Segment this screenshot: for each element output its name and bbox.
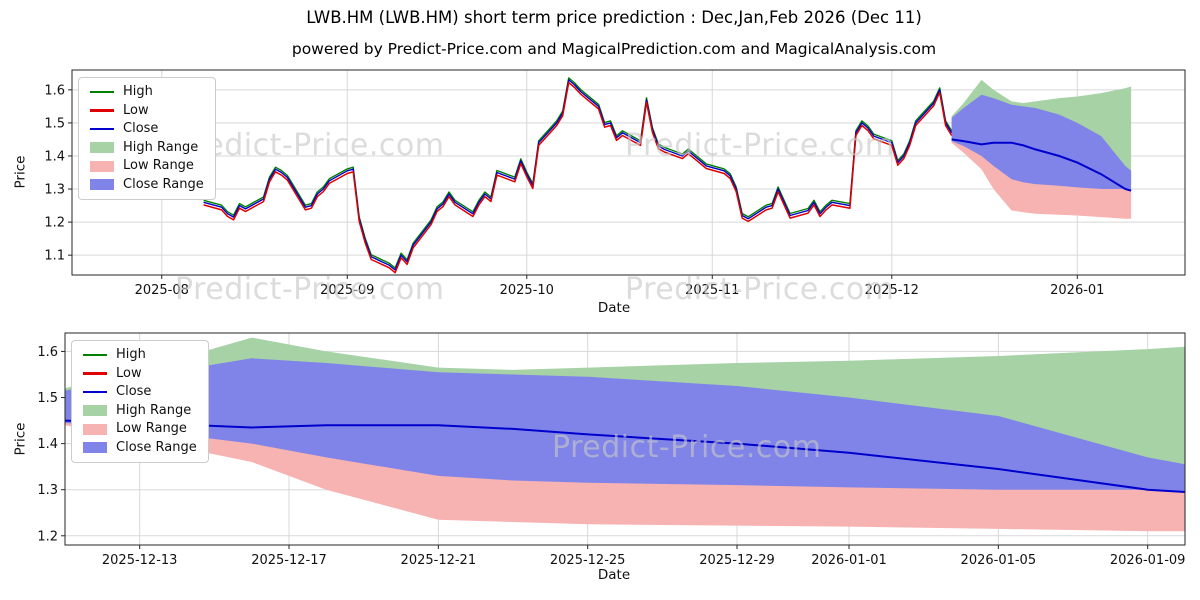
close-range-swatch xyxy=(90,179,114,190)
legend-item-close-range: Close Range xyxy=(90,176,204,192)
page-subtitle: powered by Predict-Price.com and Magical… xyxy=(291,40,937,58)
legend-label: High Range xyxy=(123,139,199,155)
low-swatch xyxy=(90,109,114,112)
legend-item-high: High xyxy=(83,348,197,362)
high-range-swatch xyxy=(83,405,107,416)
y-tick-label: 1.5 xyxy=(37,391,58,406)
low-swatch xyxy=(83,372,107,375)
x-tick-label: 2026-01-09 xyxy=(1110,553,1186,568)
x-tick-label: 2025-11 xyxy=(685,283,739,298)
page-title: LWB.HM (LWB.HM) short term price predict… xyxy=(306,8,922,27)
bottom-price-axis-label: Price xyxy=(12,422,29,456)
low-line xyxy=(203,81,953,274)
bottom-date-axis-label: Date xyxy=(597,567,631,583)
bottom-chart-legend: High Low Close High Range Low Range Close Ran… xyxy=(71,340,209,463)
legend-item-low-range: Low Range xyxy=(90,159,204,173)
low-range-band xyxy=(65,420,1185,532)
legend-label: Close Range xyxy=(123,176,204,192)
x-tick-label: 2025-09 xyxy=(320,283,374,298)
legend-label: Low Range xyxy=(116,421,187,436)
top-date-axis-label: Date xyxy=(597,300,631,316)
close-range-swatch xyxy=(83,442,107,453)
x-tick-label: 2026-01-01 xyxy=(811,553,887,568)
top-chart-legend: High Low Close High Range Low Range Close Ran… xyxy=(78,77,216,200)
x-tick-label: 2025-10 xyxy=(500,283,554,298)
y-tick-label: 1.3 xyxy=(44,183,65,198)
x-tick-label: 2025-12-29 xyxy=(699,553,775,568)
legend-item-close: Close xyxy=(83,385,197,399)
x-tick-label: 2025-12-17 xyxy=(251,553,327,568)
legend-item-low: Low xyxy=(90,102,204,118)
high-swatch xyxy=(83,353,107,357)
legend-item-close: Close xyxy=(90,122,204,136)
forecast-close-line xyxy=(64,419,1186,493)
y-tick-label: 1.2 xyxy=(44,216,65,231)
legend-item-high-range: High Range xyxy=(83,402,197,418)
high-range-swatch xyxy=(90,142,114,153)
legend-label: Low xyxy=(116,365,142,381)
y-tick-label: 1.4 xyxy=(44,149,65,164)
low-range-swatch xyxy=(90,160,114,172)
close-swatch xyxy=(90,127,114,131)
plot-border xyxy=(64,332,1186,546)
forecast-close-line xyxy=(951,138,1132,192)
x-tick-label: 2025-12-25 xyxy=(550,553,626,568)
legend-label: Low Range xyxy=(123,158,194,173)
top-price-axis-label: Price xyxy=(12,155,29,189)
y-tick-label: 1.4 xyxy=(37,437,58,452)
legend-item-low: Low xyxy=(83,365,197,381)
y-tick-label: 1.6 xyxy=(37,345,58,360)
close-swatch xyxy=(83,390,107,394)
x-tick-label: 2025-08 xyxy=(135,283,189,298)
y-tick-label: 1.1 xyxy=(44,249,65,264)
legend-item-low-range: Low Range xyxy=(83,422,197,436)
low-range-band xyxy=(951,139,1132,219)
legend-label: High xyxy=(123,84,153,99)
legend-label: Low xyxy=(123,102,149,118)
y-tick-label: 1.2 xyxy=(37,529,58,544)
high-swatch xyxy=(90,90,114,94)
plot-border xyxy=(71,69,1186,276)
y-tick-label: 1.5 xyxy=(44,116,65,131)
close-line xyxy=(203,79,953,271)
legend-label: Close xyxy=(116,384,152,399)
legend-label: Close Range xyxy=(116,439,197,455)
x-tick-label: 2025-12-13 xyxy=(102,553,178,568)
legend-item-close-range: Close Range xyxy=(83,439,197,455)
x-tick-label: 2025-12-21 xyxy=(401,553,477,568)
x-tick-label: 2025-12 xyxy=(865,283,919,298)
legend-label: Close xyxy=(123,121,159,136)
legend-label: High xyxy=(116,347,146,362)
y-tick-label: 1.6 xyxy=(44,83,65,98)
legend-item-high-range: High Range xyxy=(90,139,204,155)
legend-item-high: High xyxy=(90,85,204,99)
low-range-swatch xyxy=(83,423,107,435)
high-line xyxy=(203,77,953,269)
y-tick-label: 1.3 xyxy=(37,483,58,498)
x-tick-label: 2026-01-05 xyxy=(961,553,1037,568)
legend-label: High Range xyxy=(116,402,192,418)
x-tick-label: 2026-01 xyxy=(1050,283,1104,298)
